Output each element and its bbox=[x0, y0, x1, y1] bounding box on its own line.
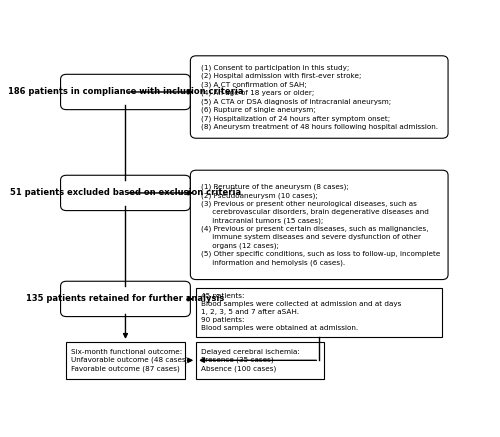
Text: (1) Rerupture of the aneurysm (8 cases);
(2) Pseudoaneurysm (10 cases);
(3) Prev: (1) Rerupture of the aneurysm (8 cases);… bbox=[201, 184, 440, 266]
FancyBboxPatch shape bbox=[60, 175, 190, 211]
Text: 135 patients retained for further analysis: 135 patients retained for further analys… bbox=[26, 295, 224, 303]
FancyBboxPatch shape bbox=[190, 56, 448, 138]
Text: Delayed cerebral ischemia:
Presence (35 cases)
Absence (100 cases): Delayed cerebral ischemia: Presence (35 … bbox=[201, 349, 300, 372]
FancyBboxPatch shape bbox=[60, 281, 190, 316]
FancyBboxPatch shape bbox=[60, 74, 190, 110]
Text: Six-month functional outcome:
Unfavorable outcome (48 cases)
Favorable outcome (: Six-month functional outcome: Unfavorabl… bbox=[71, 349, 188, 372]
Text: 51 patients excluded based on exclusion criteria: 51 patients excluded based on exclusion … bbox=[10, 188, 241, 198]
FancyBboxPatch shape bbox=[66, 342, 184, 379]
Text: 186 patients in compliance with inclusion criteria: 186 patients in compliance with inclusio… bbox=[8, 87, 243, 97]
FancyBboxPatch shape bbox=[190, 170, 448, 280]
Text: (1) Consent to participation in this study;
(2) Hospital admission with first-ev: (1) Consent to participation in this stu… bbox=[201, 64, 438, 130]
FancyBboxPatch shape bbox=[196, 288, 442, 337]
Text: 45 patients:
Blood samples were collected at admission and at days
1, 2, 3, 5 an: 45 patients: Blood samples were collecte… bbox=[201, 293, 401, 331]
FancyBboxPatch shape bbox=[196, 342, 324, 379]
